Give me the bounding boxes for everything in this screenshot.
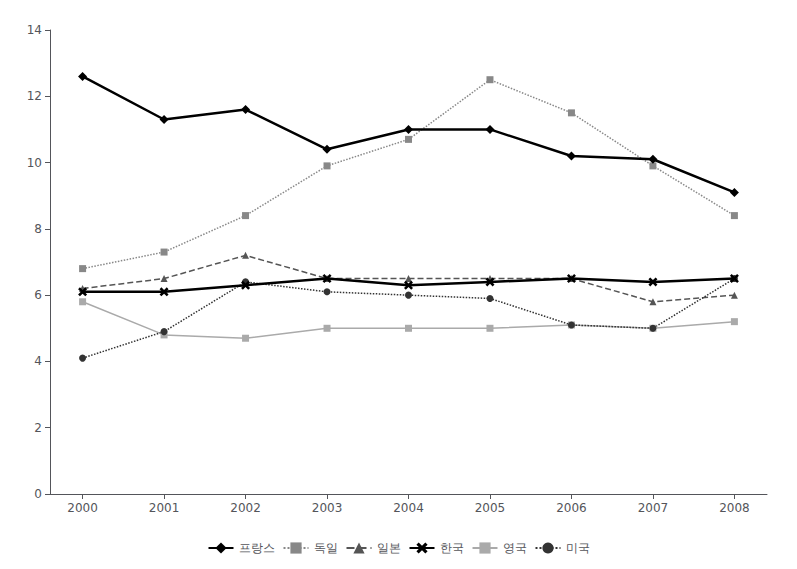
svg-text:2004: 2004 (393, 501, 424, 515)
svg-text:2006: 2006 (556, 501, 587, 515)
svg-text:영국: 영국 (503, 541, 527, 555)
svg-text:미국: 미국 (566, 541, 590, 555)
svg-text:14: 14 (27, 23, 42, 37)
svg-text:2000: 2000 (67, 501, 98, 515)
svg-text:2: 2 (34, 421, 42, 435)
svg-text:12: 12 (27, 89, 42, 103)
svg-text:2003: 2003 (312, 501, 343, 515)
svg-text:4: 4 (34, 354, 42, 368)
svg-text:프랑스: 프랑스 (239, 541, 275, 555)
svg-text:한국: 한국 (440, 541, 464, 555)
svg-text:일본: 일본 (377, 541, 401, 555)
svg-text:2008: 2008 (719, 501, 750, 515)
svg-text:2002: 2002 (230, 501, 261, 515)
svg-text:0: 0 (34, 487, 42, 501)
svg-text:독일: 독일 (314, 541, 338, 555)
svg-text:2001: 2001 (149, 501, 180, 515)
svg-text:2005: 2005 (475, 501, 506, 515)
svg-text:8: 8 (34, 222, 42, 236)
svg-text:10: 10 (27, 156, 42, 170)
svg-text:6: 6 (34, 288, 42, 302)
svg-text:2007: 2007 (638, 501, 669, 515)
